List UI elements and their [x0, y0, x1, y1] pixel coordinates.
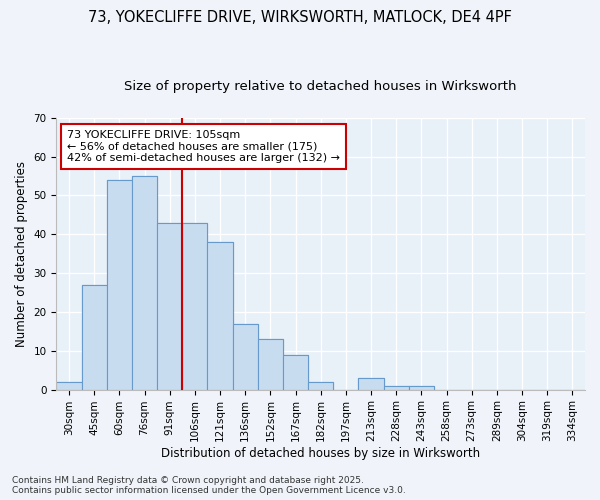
Bar: [107, 180, 132, 390]
Bar: [308, 382, 333, 390]
Y-axis label: Number of detached properties: Number of detached properties: [15, 160, 28, 346]
Bar: [258, 339, 283, 390]
Bar: [132, 176, 157, 390]
Bar: [182, 222, 208, 390]
Bar: [157, 222, 182, 390]
Text: 73, YOKECLIFFE DRIVE, WIRKSWORTH, MATLOCK, DE4 4PF: 73, YOKECLIFFE DRIVE, WIRKSWORTH, MATLOC…: [88, 10, 512, 25]
Bar: [132, 176, 157, 390]
Title: Size of property relative to detached houses in Wirksworth: Size of property relative to detached ho…: [124, 80, 517, 93]
X-axis label: Distribution of detached houses by size in Wirksworth: Distribution of detached houses by size …: [161, 447, 480, 460]
Bar: [56, 382, 82, 390]
Text: 73 YOKECLIFFE DRIVE: 105sqm
← 56% of detached houses are smaller (175)
42% of se: 73 YOKECLIFFE DRIVE: 105sqm ← 56% of det…: [67, 130, 340, 163]
Bar: [208, 242, 233, 390]
Bar: [107, 180, 132, 390]
Bar: [208, 242, 233, 390]
Bar: [258, 339, 283, 390]
Bar: [409, 386, 434, 390]
Bar: [56, 382, 82, 390]
Bar: [283, 354, 308, 390]
Bar: [358, 378, 383, 390]
Bar: [283, 354, 308, 390]
Bar: [82, 285, 107, 390]
Bar: [308, 382, 333, 390]
Bar: [233, 324, 258, 390]
Bar: [157, 222, 182, 390]
Bar: [383, 386, 409, 390]
Bar: [358, 378, 383, 390]
Bar: [182, 222, 208, 390]
Bar: [82, 285, 107, 390]
Text: Contains HM Land Registry data © Crown copyright and database right 2025.
Contai: Contains HM Land Registry data © Crown c…: [12, 476, 406, 495]
Bar: [383, 386, 409, 390]
Bar: [409, 386, 434, 390]
Bar: [233, 324, 258, 390]
